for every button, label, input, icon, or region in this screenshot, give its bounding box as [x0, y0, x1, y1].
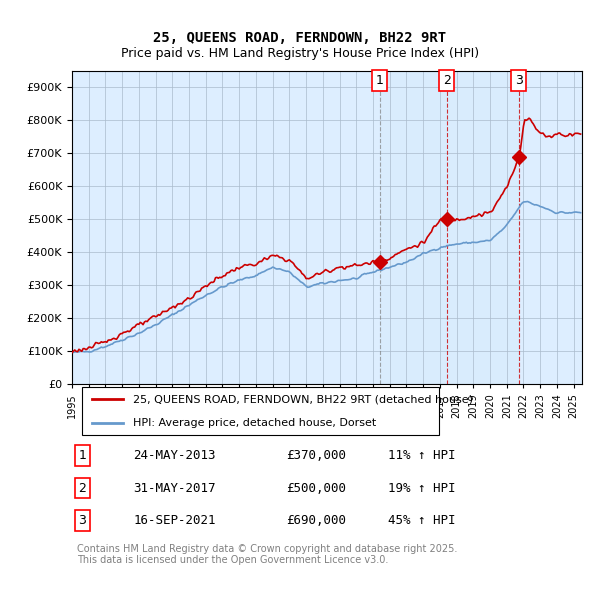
- Text: 11% ↑ HPI: 11% ↑ HPI: [388, 449, 456, 462]
- Text: 31-MAY-2017: 31-MAY-2017: [133, 481, 216, 494]
- Text: £500,000: £500,000: [286, 481, 346, 494]
- Text: Contains HM Land Registry data © Crown copyright and database right 2025.
This d: Contains HM Land Registry data © Crown c…: [77, 543, 457, 565]
- Text: £690,000: £690,000: [286, 514, 346, 527]
- Text: 3: 3: [515, 74, 523, 87]
- Bar: [380, 71, 518, 384]
- Text: 19% ↑ HPI: 19% ↑ HPI: [388, 481, 456, 494]
- Text: 16-SEP-2021: 16-SEP-2021: [133, 514, 216, 527]
- FancyBboxPatch shape: [82, 387, 439, 435]
- Text: HPI: Average price, detached house, Dorset: HPI: Average price, detached house, Dors…: [133, 418, 376, 428]
- Text: 45% ↑ HPI: 45% ↑ HPI: [388, 514, 456, 527]
- Text: 1: 1: [78, 449, 86, 462]
- Text: 25, QUEENS ROAD, FERNDOWN, BH22 9RT (detached house): 25, QUEENS ROAD, FERNDOWN, BH22 9RT (det…: [133, 394, 473, 404]
- Text: 1: 1: [376, 74, 383, 87]
- Text: 25, QUEENS ROAD, FERNDOWN, BH22 9RT: 25, QUEENS ROAD, FERNDOWN, BH22 9RT: [154, 31, 446, 45]
- Text: 2: 2: [78, 481, 86, 494]
- Text: £370,000: £370,000: [286, 449, 346, 462]
- Text: 2: 2: [443, 74, 451, 87]
- Text: 24-MAY-2013: 24-MAY-2013: [133, 449, 216, 462]
- Text: 3: 3: [78, 514, 86, 527]
- Text: Price paid vs. HM Land Registry's House Price Index (HPI): Price paid vs. HM Land Registry's House …: [121, 47, 479, 60]
